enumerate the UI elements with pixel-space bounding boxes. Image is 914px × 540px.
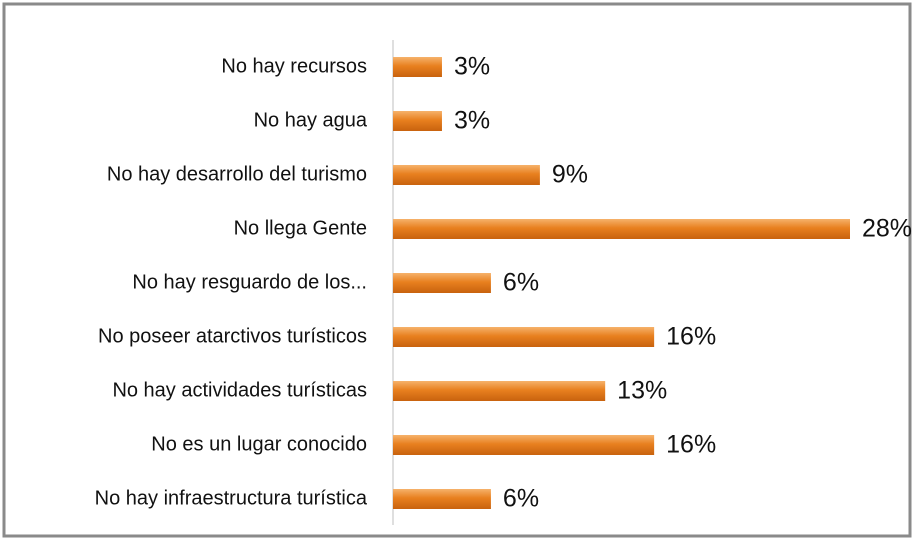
data-label: 3% [454,53,490,81]
category-label: No hay desarrollo del turismo [107,163,367,185]
bar [393,489,491,509]
category-label: No hay agua [254,109,368,131]
bar [393,273,491,293]
bar [393,111,442,131]
category-label: No es un lugar conocido [151,433,367,455]
category-label: No hay actividades turísticas [112,379,367,401]
bar [393,165,540,185]
bar [393,219,850,239]
data-label: 3% [454,107,490,135]
category-label: No llega Gente [234,217,367,239]
bar [393,327,655,347]
category-label: No poseer atarctivos turísticos [98,325,367,347]
data-label: 13% [617,377,667,405]
data-label: 6% [503,269,539,297]
data-label: 9% [552,161,588,189]
category-label: No hay infraestructura turística [95,487,368,509]
bar [393,57,442,77]
data-label: 16% [666,431,716,459]
category-label: No hay recursos [221,55,367,77]
data-label: 28% [862,215,912,243]
bar [393,435,655,455]
data-label: 16% [666,323,716,351]
data-label: 6% [503,485,539,513]
bar [393,381,606,401]
category-label: No hay resguardo de los... [132,271,367,293]
